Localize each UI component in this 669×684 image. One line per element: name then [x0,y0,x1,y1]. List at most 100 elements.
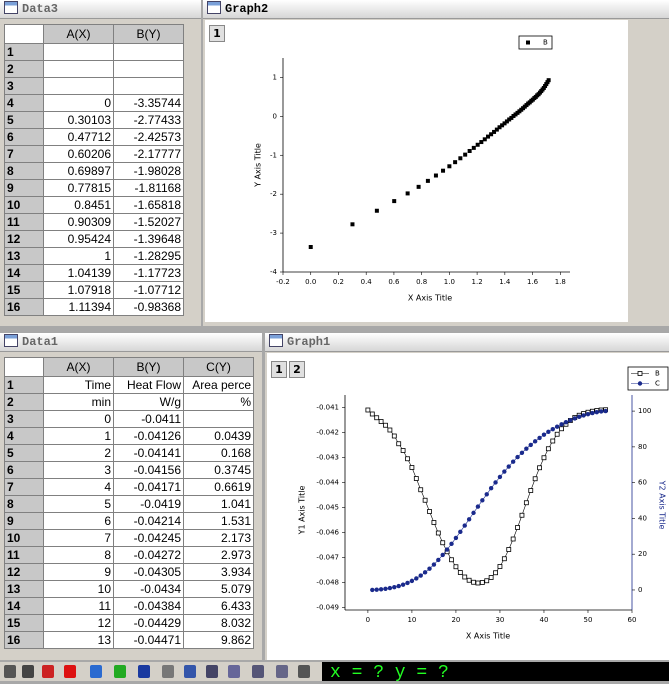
row-number: 7 [4,145,44,163]
row-number: 5 [4,111,44,129]
cell: 11 [43,597,114,615]
cell: 0.3745 [183,461,254,479]
row-number: 13 [4,247,44,265]
row: 7 0.60206 -2.17777 [4,145,184,163]
row-number: 4 [4,94,44,112]
row-number: 9 [4,179,44,197]
tool-icon[interactable] [276,665,288,678]
cell: 1.041 [183,495,254,513]
row: 16 13 -0.04471 9.862 [4,631,254,649]
cell: 9.862 [183,631,254,649]
row: 2 min W/g% [4,393,254,411]
cell: -0.04384 [113,597,184,615]
cell: 8 [43,546,114,564]
cell: -0.04141 [113,444,184,462]
cell: -1.39648 [113,230,184,248]
column-header: A(X) [43,357,114,377]
worksheet[interactable]: A(X) B(Y) 1 2 3 4 0 -3.35744 5 0.30103 -2.77433 6 0.… [4,24,184,316]
cell: 0.90309 [43,213,114,231]
layer-tab[interactable]: 2 [289,361,305,378]
cell: 1 [43,427,114,445]
cell: -1.52027 [113,213,184,231]
tool-icon[interactable] [90,665,102,678]
cursor-readout: x = ? y = ? [322,662,669,683]
title-bar[interactable]: Data1 [0,333,262,352]
cell: -1.17723 [113,264,184,282]
row-number: 1 [4,43,44,61]
cell: -0.04245 [113,529,184,547]
row: 10 7 -0.04245 2.173 [4,529,254,547]
row-number: 16 [4,298,44,316]
cell: -0.04171 [113,478,184,496]
tool-icon[interactable] [206,665,218,678]
cell: 1.04139 [43,264,114,282]
title-bar[interactable]: Data3 [0,0,201,19]
window-title: Graph2 [225,2,269,16]
cell: 1.11394 [43,298,114,316]
cell: 0.0439 [183,427,254,445]
row-number: 4 [4,427,44,445]
tool-icon[interactable] [42,665,54,678]
cell: -2.42573 [113,128,184,146]
cell: 0.77815 [43,179,114,197]
cell: 0.47712 [43,128,114,146]
cell: 0.168 [183,444,254,462]
row: 9 6 -0.04214 1.531 [4,512,254,530]
row: 2 [4,60,184,78]
row-number: 16 [4,631,44,649]
layer-tab[interactable]: 1 [209,25,225,42]
cell: -0.04126 [113,427,184,445]
row: 4 1 -0.04126 0.0439 [4,427,254,445]
row: 13 10 -0.0434 5.079 [4,580,254,598]
data3-window[interactable]: Data3 A(X) B(Y) 1 2 3 4 0 -3.35744 5 0.30103 -2.77… [0,0,201,326]
tool-icon[interactable] [114,665,126,678]
header-row: A(X) B(Y) [4,24,184,44]
row-number: 13 [4,580,44,598]
cell [113,60,184,78]
toolbar: x = ? y = ? [0,662,669,683]
tool-icon[interactable] [138,665,150,678]
tool-icon[interactable] [4,665,16,678]
layer-tab[interactable]: 1 [271,361,287,378]
tool-icon[interactable] [298,665,310,678]
row: 10 0.8451 -1.65818 [4,196,184,214]
data1-window[interactable]: Data1 A(X) B(Y) C(Y) 1 Time Heat Flow Area per… [0,333,262,660]
graph2-window[interactable]: Graph2 1 [203,0,669,326]
graph1-window[interactable]: Graph1 1 2 [265,333,669,660]
cell: 1 [43,247,114,265]
cell: 3.934 [183,563,254,581]
row-number: 1 [4,376,44,394]
cell [43,43,114,61]
tool-icon[interactable] [252,665,264,678]
cell: 0 [43,410,114,428]
cell: 6.433 [183,597,254,615]
cell: 5.079 [183,580,254,598]
row: 9 0.77815 -1.81168 [4,179,184,197]
cell: 0.69897 [43,162,114,180]
cell: 0.6619 [183,478,254,496]
tool-icon[interactable] [22,665,34,678]
row-number: 12 [4,563,44,581]
row: 1 [4,43,184,61]
tool-icon[interactable] [228,665,240,678]
cell: % [183,393,254,411]
cell: Time [43,376,114,394]
tool-icon[interactable] [162,665,174,678]
tool-icon[interactable] [184,665,196,678]
row: 12 9 -0.04305 3.934 [4,563,254,581]
row-number: 3 [4,410,44,428]
title-bar[interactable]: Graph1 [265,333,669,352]
row: 8 5 -0.0419 1.041 [4,495,254,513]
tool-icon[interactable] [64,665,76,678]
cell: 0.30103 [43,111,114,129]
cell: -2.17777 [113,145,184,163]
row-number: 6 [4,128,44,146]
cell: 2 [43,444,114,462]
worksheet[interactable]: A(X) B(Y) C(Y) 1 Time Heat Flow Area perce 2 min… [4,357,254,649]
cell: 5 [43,495,114,513]
graph-page [205,20,628,322]
cell: Heat Flow [113,376,184,394]
column-header: A(X) [43,24,114,44]
title-bar[interactable]: Graph2 [203,0,669,19]
row-number: 15 [4,281,44,299]
